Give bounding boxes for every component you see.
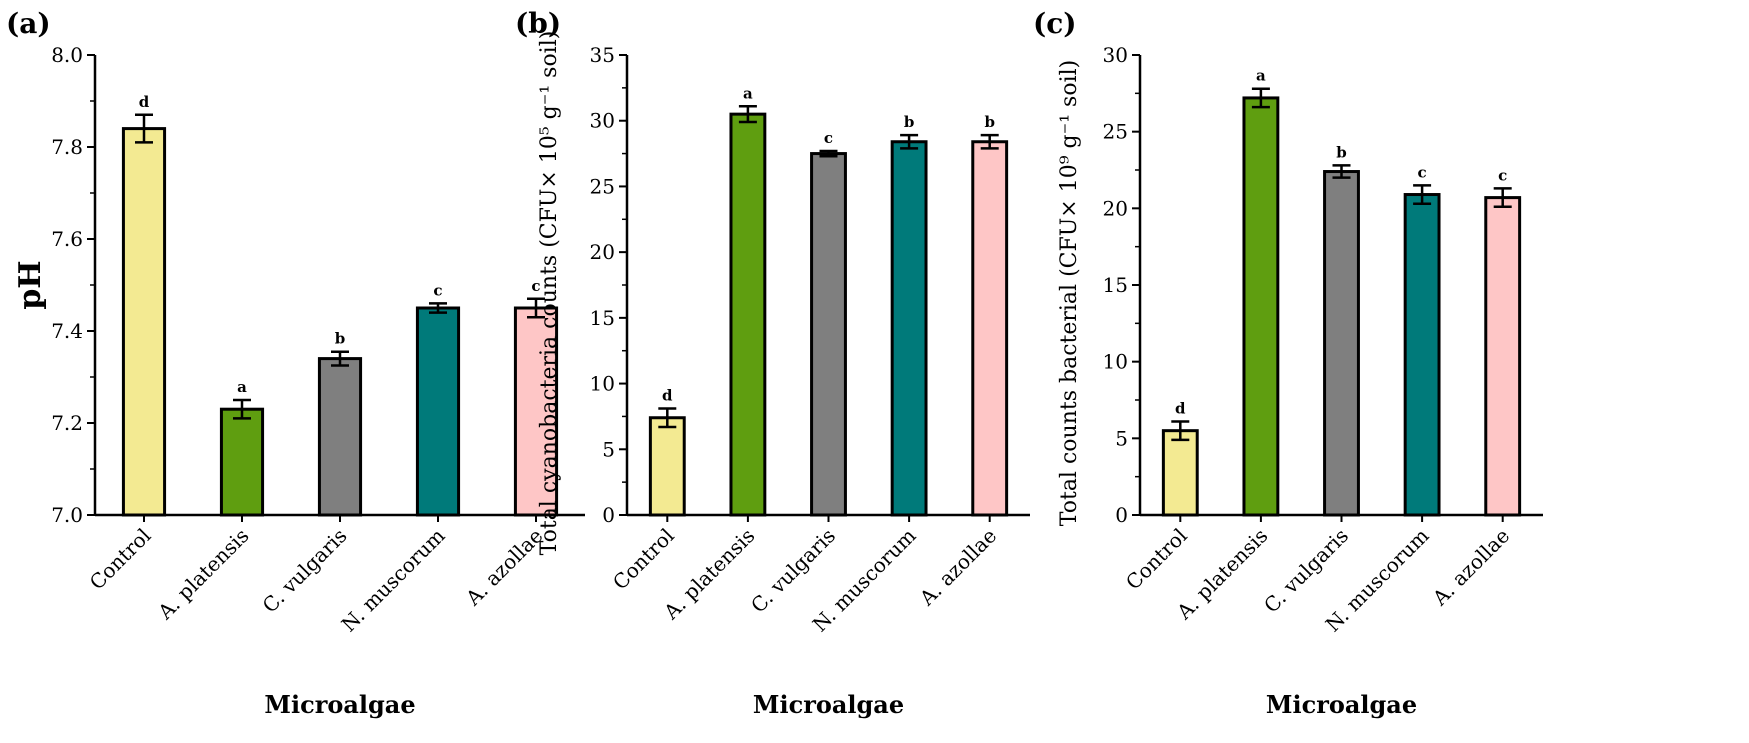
y-tick-label: 30 xyxy=(1103,43,1128,67)
x-axis-title: Microalgae xyxy=(1266,690,1417,719)
significance-letter: d xyxy=(662,387,673,405)
bar-a-platensis xyxy=(1242,96,1280,517)
bar-control xyxy=(648,416,686,517)
y-tick-label: 15 xyxy=(1103,273,1128,297)
y-tick-label: 0 xyxy=(602,503,615,527)
significance-letter: b xyxy=(904,113,915,131)
chart-panel-b: (b) 0 5 10 15 20 25 30 35 Total cyanobacteria cou… xyxy=(515,7,1030,719)
significance-letter: d xyxy=(1175,399,1186,417)
y-tick-label: 25 xyxy=(590,174,615,198)
chart-panel-a: (a) 7.0 7.2 7.4 7.6 7.8 8.0 pH d Control a A. plate… xyxy=(6,7,585,719)
x-tick-label: A. azollae xyxy=(460,524,547,611)
significance-letter: b xyxy=(1336,143,1347,161)
y-tick-label: 25 xyxy=(1103,120,1128,144)
x-tick-label: Control xyxy=(85,524,156,595)
x-axis-title: Microalgae xyxy=(264,690,415,719)
panel-label: (c) xyxy=(1033,7,1077,40)
bar-n-muscorum xyxy=(890,140,928,517)
significance-letter: a xyxy=(1256,67,1266,85)
y-tick-label: 5 xyxy=(602,437,615,461)
x-tick-label: C. vulgaris xyxy=(258,524,352,618)
x-tick-label: N. muscorum xyxy=(337,524,450,637)
significance-letter: d xyxy=(139,93,150,111)
panel-label: (b) xyxy=(515,7,561,40)
bar-c-vulgaris xyxy=(810,152,847,517)
x-tick-label: Control xyxy=(608,524,679,595)
y-tick-label: 20 xyxy=(590,240,615,264)
y-tick-label: 20 xyxy=(1103,196,1128,220)
y-tick-label: 0 xyxy=(1115,503,1128,527)
y-tick-label: 8.0 xyxy=(51,43,83,67)
bar-control xyxy=(1161,429,1199,517)
x-tick-label: A. azollae xyxy=(1427,524,1514,611)
panel-label: (a) xyxy=(6,7,51,40)
significance-letter: c xyxy=(1418,163,1427,181)
bar-a-azollae xyxy=(513,306,559,517)
significance-letter: b xyxy=(335,330,346,348)
y-tick-label: 5 xyxy=(1115,426,1128,450)
significance-letter: c xyxy=(531,277,540,295)
chart-panel-c: (c) 0 5 10 15 20 25 30 Total counts bacterial (C… xyxy=(1033,7,1543,719)
y-tick-label: 35 xyxy=(590,43,615,67)
significance-letter: a xyxy=(237,378,247,396)
significance-letter: c xyxy=(824,129,833,147)
bar-n-muscorum xyxy=(1403,193,1441,517)
y-tick-label: 7.0 xyxy=(51,503,83,527)
y-tick-label: 10 xyxy=(590,372,615,396)
significance-letter: b xyxy=(984,113,995,131)
bar-n-muscorum xyxy=(415,306,461,517)
bar-a-azollae xyxy=(971,140,1009,517)
bar-a-platensis xyxy=(729,112,767,517)
x-tick-label: Control xyxy=(1121,524,1192,595)
y-tick-label: 7.8 xyxy=(51,135,83,159)
bar-c-vulgaris xyxy=(1323,170,1360,517)
bar-control xyxy=(121,127,167,517)
bar-a-platensis xyxy=(219,407,265,517)
y-tick-label: 7.6 xyxy=(51,227,83,251)
y-axis-title: pH xyxy=(13,260,48,309)
y-tick-label: 15 xyxy=(590,306,615,330)
y-tick-label: 7.4 xyxy=(51,319,83,343)
y-axis-title: Total cyanobacteria counts (CFU× 10⁵ g⁻¹… xyxy=(537,31,562,556)
x-tick-label: A. platensis xyxy=(152,524,253,625)
bar-c-vulgaris xyxy=(317,357,363,517)
y-tick-label: 10 xyxy=(1103,350,1128,374)
y-tick-label: 7.2 xyxy=(51,411,83,435)
bar-a-azollae xyxy=(1484,196,1522,517)
significance-letter: c xyxy=(1498,166,1507,184)
significance-letter: a xyxy=(743,84,753,102)
x-tick-label: A. azollae xyxy=(914,524,1001,611)
y-tick-label: 30 xyxy=(590,109,615,133)
significance-letter: c xyxy=(433,281,442,299)
y-axis-title: Total counts bacterial (CFU× 10⁹ g⁻¹ soi… xyxy=(1057,60,1082,526)
x-axis-title: Microalgae xyxy=(753,690,904,719)
